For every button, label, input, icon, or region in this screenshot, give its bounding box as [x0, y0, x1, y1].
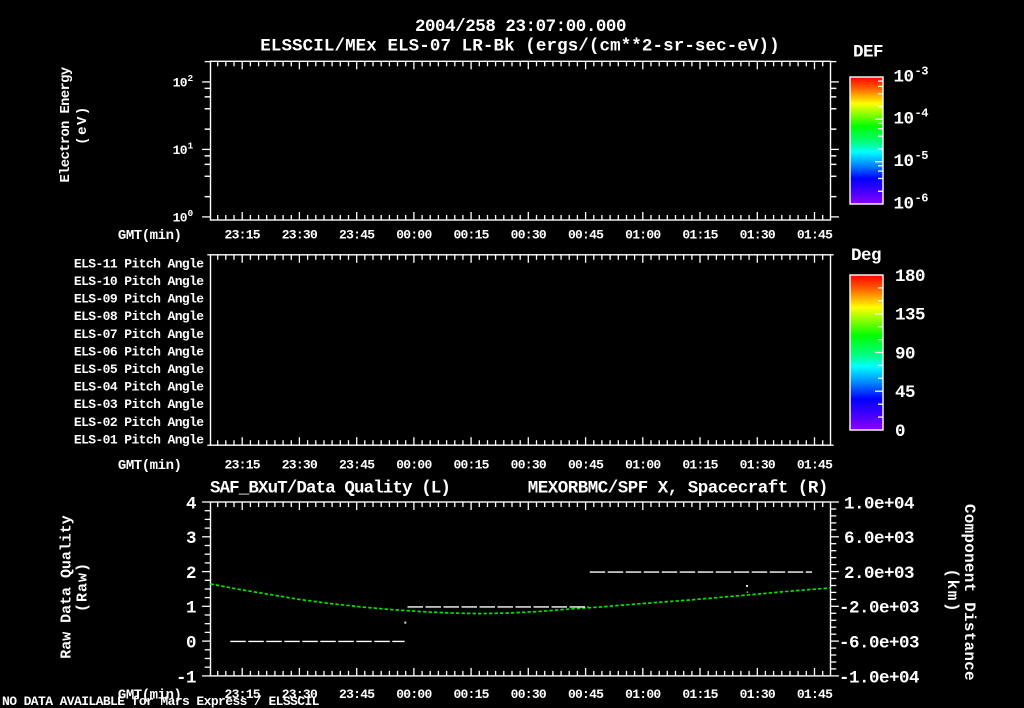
svg-text:00:00: 00:00 [396, 457, 432, 472]
svg-text:(Raw): (Raw) [75, 562, 92, 612]
svg-text:-2.0e+03: -2.0e+03 [839, 599, 919, 619]
svg-text:ELS-09 Pitch Angle: ELS-09 Pitch Angle [74, 292, 204, 307]
svg-text:00:45: 00:45 [568, 227, 604, 242]
svg-text:10: 10 [894, 194, 914, 214]
svg-text:01:15: 01:15 [682, 227, 718, 242]
svg-text:00:45: 00:45 [568, 457, 604, 472]
svg-text:ELS-02 Pitch Angle: ELS-02 Pitch Angle [74, 415, 204, 430]
svg-text:0: 0 [188, 208, 194, 219]
svg-text:01:30: 01:30 [740, 227, 776, 242]
svg-text:ELS-04 Pitch Angle: ELS-04 Pitch Angle [74, 380, 204, 395]
svg-text:4: 4 [186, 494, 196, 514]
svg-text:6.0e+03: 6.0e+03 [844, 529, 914, 549]
svg-text:23:15: 23:15 [225, 457, 261, 472]
svg-text:10: 10 [894, 110, 914, 130]
svg-text:00:45: 00:45 [568, 687, 604, 702]
svg-text:10: 10 [173, 211, 188, 226]
svg-text:ELS-11 Pitch Angle: ELS-11 Pitch Angle [74, 256, 204, 271]
svg-text:10: 10 [894, 152, 914, 172]
svg-text:10: 10 [173, 143, 188, 158]
svg-text:01:00: 01:00 [625, 457, 661, 472]
svg-text:0: 0 [895, 422, 905, 442]
svg-text:GMT(min): GMT(min) [118, 228, 182, 244]
svg-text:-1.0e+04: -1.0e+04 [839, 668, 919, 688]
svg-text:180: 180 [895, 267, 925, 287]
svg-text:01:00: 01:00 [625, 227, 661, 242]
svg-text:3: 3 [186, 529, 196, 549]
svg-text:135: 135 [895, 306, 925, 326]
svg-text:45: 45 [895, 383, 915, 403]
svg-text:01:45: 01:45 [797, 687, 833, 702]
svg-text:-6.0e+03: -6.0e+03 [839, 634, 919, 654]
svg-text:01:45: 01:45 [797, 457, 833, 472]
svg-text:DEF: DEF [853, 42, 883, 62]
svg-text:ELS-08 Pitch Angle: ELS-08 Pitch Angle [74, 309, 204, 324]
svg-text:GMT(min): GMT(min) [118, 688, 182, 704]
svg-text:MEXORBMC/SPF X, Spacecraft (R): MEXORBMC/SPF X, Spacecraft (R) [528, 478, 828, 498]
svg-text:23:45: 23:45 [339, 457, 375, 472]
svg-text:ELS-03 Pitch Angle: ELS-03 Pitch Angle [74, 397, 204, 412]
svg-text:23:45: 23:45 [339, 227, 375, 242]
svg-text:(eV): (eV) [75, 105, 91, 145]
svg-text:2: 2 [186, 564, 196, 584]
svg-text:01:45: 01:45 [797, 227, 833, 242]
svg-text:-6: -6 [915, 191, 929, 205]
svg-text:ELS-01 Pitch Angle: ELS-01 Pitch Angle [74, 432, 204, 447]
svg-text:1: 1 [186, 599, 196, 619]
svg-text:ELS-06 Pitch Angle: ELS-06 Pitch Angle [74, 344, 204, 359]
svg-text:00:00: 00:00 [396, 687, 432, 702]
svg-text:0: 0 [186, 634, 196, 654]
svg-text:00:30: 00:30 [511, 687, 547, 702]
svg-text:2.0e+03: 2.0e+03 [844, 564, 914, 584]
svg-text:23:30: 23:30 [282, 687, 318, 702]
svg-text:00:15: 00:15 [453, 687, 489, 702]
svg-text:1: 1 [188, 141, 194, 152]
svg-text:00:30: 00:30 [511, 227, 547, 242]
svg-text:NO DATA AVAILABLE for Mars Exp: NO DATA AVAILABLE for Mars Express / ELS… [2, 694, 320, 708]
svg-text:23:15: 23:15 [225, 227, 261, 242]
svg-text:ELS-05 Pitch Angle: ELS-05 Pitch Angle [74, 362, 204, 377]
svg-text:SAF_BXuT/Data Quality (L): SAF_BXuT/Data Quality (L) [210, 478, 450, 498]
svg-text:01:00: 01:00 [625, 687, 661, 702]
svg-text:-4: -4 [915, 107, 929, 121]
svg-text:10: 10 [173, 76, 188, 91]
svg-text:00:15: 00:15 [453, 457, 489, 472]
svg-text:Electron Energy: Electron Energy [58, 66, 74, 182]
svg-text:Deg: Deg [851, 246, 881, 266]
svg-text:2004/258 23:07:00.000: 2004/258 23:07:00.000 [415, 17, 626, 37]
svg-text:23:30: 23:30 [282, 457, 318, 472]
svg-text:2: 2 [188, 73, 194, 84]
svg-text:-3: -3 [915, 64, 929, 78]
svg-text:01:30: 01:30 [740, 687, 776, 702]
svg-text:01:30: 01:30 [740, 457, 776, 472]
svg-text:01:15: 01:15 [682, 687, 718, 702]
svg-text:1.0e+04: 1.0e+04 [844, 494, 914, 514]
svg-text:23:15: 23:15 [225, 687, 261, 702]
svg-text:ELSSCIL/MEx ELS-07 LR-Bk (erg: ELSSCIL/MEx ELS-07 LR-Bk (ergs/(cm**2-sr… [260, 36, 779, 56]
svg-text:01:15: 01:15 [682, 457, 718, 472]
svg-text:(km): (km) [943, 568, 961, 613]
svg-text:23:45: 23:45 [339, 687, 375, 702]
svg-text:ELS-07 Pitch Angle: ELS-07 Pitch Angle [74, 327, 204, 342]
svg-text:GMT(min): GMT(min) [118, 458, 182, 474]
svg-text:-1: -1 [176, 668, 196, 688]
svg-text:Component Distance: Component Distance [960, 504, 978, 681]
svg-text:ELS-10 Pitch Angle: ELS-10 Pitch Angle [74, 274, 204, 289]
svg-text:23:30: 23:30 [282, 227, 318, 242]
svg-text:90: 90 [895, 344, 915, 364]
svg-text:10: 10 [894, 67, 914, 87]
svg-text:-5: -5 [915, 149, 929, 163]
svg-text:00:15: 00:15 [453, 227, 489, 242]
svg-text:00:30: 00:30 [511, 457, 547, 472]
svg-text:00:00: 00:00 [396, 227, 432, 242]
svg-text:Raw Data Quality: Raw Data Quality [59, 515, 76, 658]
